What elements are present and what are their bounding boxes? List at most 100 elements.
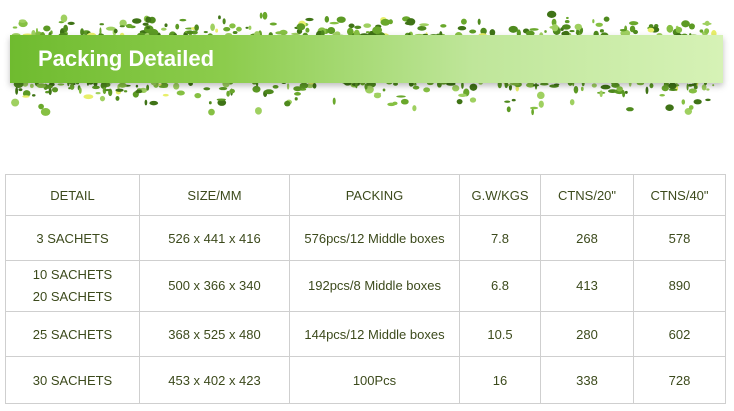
leaf: [704, 20, 710, 26]
leaf: [693, 85, 698, 90]
leaf: [305, 27, 310, 33]
cell-ctns20: 413: [540, 260, 634, 312]
leaf: [659, 93, 665, 97]
leaf: [599, 29, 604, 33]
leaf: [633, 29, 639, 35]
leaf: [629, 21, 639, 26]
leaf: [67, 21, 75, 26]
leaf: [22, 95, 30, 98]
leaf: [332, 97, 336, 105]
leaf: [595, 22, 603, 27]
leaf: [161, 27, 167, 31]
cell-ctns20: 280: [540, 311, 634, 357]
leaf: [372, 26, 383, 34]
leaf: [469, 97, 477, 103]
leaf: [460, 18, 467, 25]
leaf: [544, 30, 547, 33]
leaf: [536, 91, 545, 100]
leaf: [365, 31, 370, 34]
leaf: [363, 23, 372, 28]
leaf: [400, 98, 409, 105]
cell-ctns40: 890: [633, 260, 726, 312]
leaf: [284, 100, 291, 107]
leaf: [176, 90, 185, 96]
leaf: [305, 17, 314, 22]
leaf: [573, 85, 579, 94]
leaf: [688, 88, 697, 94]
leaf: [457, 26, 467, 31]
leaf: [648, 24, 654, 28]
leaf: [620, 29, 631, 37]
leaf: [294, 97, 298, 101]
leaf: [668, 82, 677, 90]
leaf: [580, 86, 584, 92]
leaf: [146, 26, 151, 30]
leaf: [18, 19, 27, 23]
leaf: [40, 107, 51, 116]
leaf: [135, 89, 143, 94]
leaf: [22, 90, 31, 97]
leaf: [18, 88, 23, 92]
leaf: [296, 23, 306, 31]
leaf: [259, 12, 263, 19]
cell-gw: 10.5: [459, 311, 541, 357]
leaf: [649, 83, 654, 89]
leaf: [469, 83, 478, 91]
leaf: [452, 85, 460, 92]
header-detail: DETAIL: [5, 174, 140, 216]
leaf: [99, 27, 102, 35]
leaf: [461, 81, 464, 89]
leaf: [354, 25, 362, 30]
leaf: [576, 28, 580, 36]
header-size: SIZE/MM: [139, 174, 290, 216]
leaf: [57, 83, 65, 86]
leaf: [113, 28, 118, 34]
leaf: [149, 100, 159, 106]
leaf: [706, 88, 710, 91]
leaf: [688, 23, 695, 30]
leaf: [142, 22, 149, 26]
cell-detail: 25 SACHETS: [5, 311, 140, 357]
leaf: [364, 83, 368, 90]
leaf: [508, 84, 512, 91]
leaf: [406, 18, 416, 26]
table-header-row: DETAIL SIZE/MM PACKING G.W/KGS CTNS/20" …: [5, 174, 726, 216]
header-packing: PACKING: [289, 174, 460, 216]
detail-line: 10 SACHETS: [32, 267, 113, 282]
leaf: [63, 24, 68, 33]
leaf: [599, 90, 603, 98]
leaf: [546, 10, 557, 18]
leaf: [115, 95, 120, 101]
table-row: 3 SACHETS 526 x 441 x 416 576pcs/12 Middle…: [5, 215, 726, 261]
leaf: [216, 98, 226, 101]
detail-line: 30 SACHETS: [32, 372, 113, 388]
cell-ctns40: 602: [633, 311, 726, 357]
header-ctns40: CTNS/40": [633, 174, 726, 216]
leaf: [489, 29, 496, 37]
leaf: [38, 103, 44, 110]
leaf: [666, 24, 674, 33]
leaf: [218, 86, 228, 91]
leaf: [208, 108, 215, 116]
cell-detail: 30 SACHETS: [5, 356, 140, 404]
leaf: [173, 82, 180, 90]
leaf: [80, 28, 84, 36]
leaf: [684, 107, 693, 115]
cell-ctns40: 578: [633, 215, 726, 261]
leaf: [413, 83, 417, 86]
leaf: [704, 28, 710, 34]
leaf: [510, 82, 520, 86]
leaf: [619, 28, 627, 32]
leaf: [294, 92, 301, 96]
leaf: [665, 104, 674, 112]
table-row: 10 SACHETS 20 SACHETS 500 x 366 x 340 192pc…: [5, 260, 726, 312]
leaf: [440, 24, 447, 28]
leaf: [229, 88, 235, 94]
cell-packing: 192pcs/8 Middle boxes: [289, 260, 460, 312]
leaf: [531, 108, 534, 116]
leaf: [647, 27, 655, 33]
leaf: [686, 83, 689, 91]
cell-gw: 6.8: [459, 260, 541, 312]
leaf: [255, 107, 262, 115]
leaf: [194, 92, 202, 99]
